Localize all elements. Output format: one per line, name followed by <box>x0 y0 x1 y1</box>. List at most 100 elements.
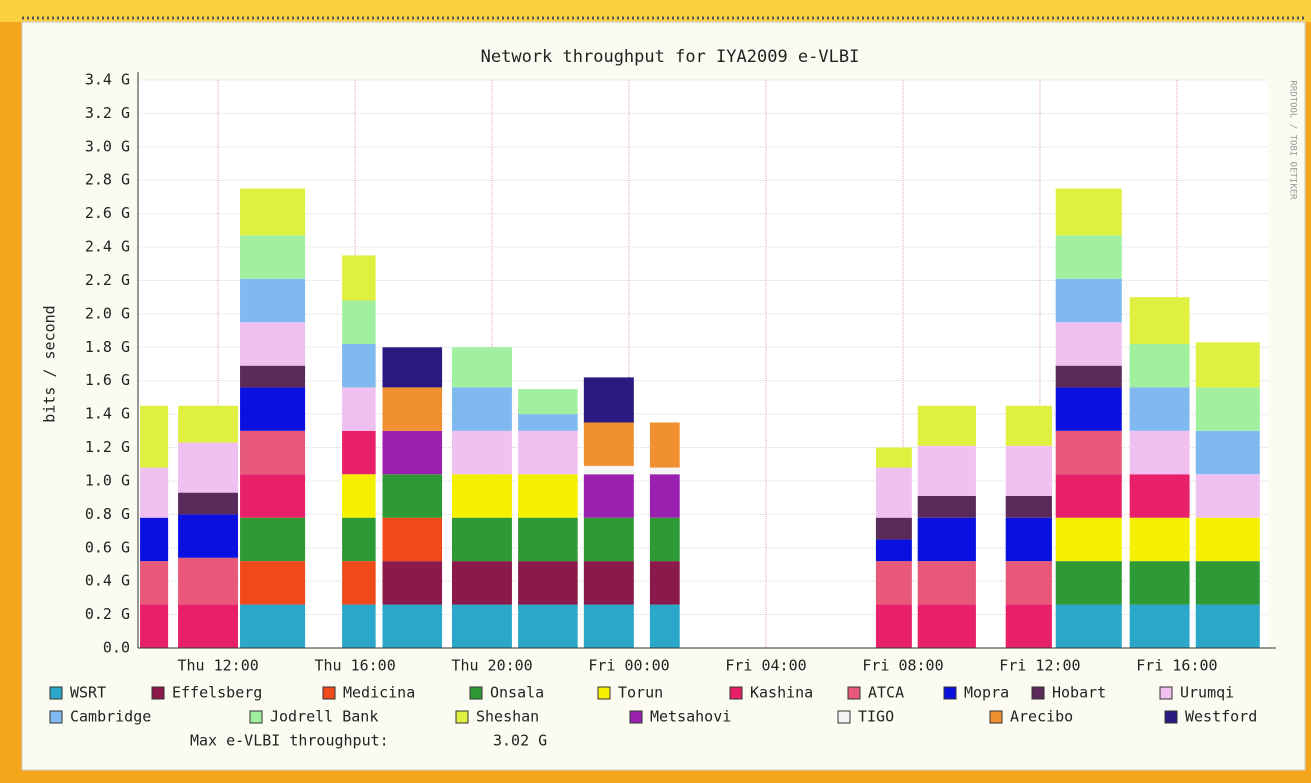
area-segment <box>1055 235 1122 279</box>
y-tick-label: 1.0 G <box>85 471 130 489</box>
area-segment <box>140 604 169 648</box>
area-segment <box>342 300 376 344</box>
area-segment <box>583 517 634 562</box>
area-segment <box>649 517 680 562</box>
area-segment <box>452 474 512 518</box>
legend-label: Cambridge <box>70 708 151 726</box>
area-segment <box>875 467 912 518</box>
area-segment <box>240 604 306 648</box>
area-segment <box>178 405 238 443</box>
area-segment <box>140 561 169 605</box>
area-segment <box>1055 365 1122 388</box>
area-segment <box>342 430 376 475</box>
y-tick-label: 0.6 G <box>85 538 130 556</box>
legend-label: TIGO <box>858 708 894 726</box>
area-segment <box>140 517 169 562</box>
area-segment <box>518 414 578 431</box>
legend-swatch <box>1159 686 1173 700</box>
area-segment <box>240 322 306 366</box>
legend-label: Torun <box>618 684 663 702</box>
legend-label: Medicina <box>343 684 415 702</box>
legend-swatch <box>469 686 483 700</box>
area-segment <box>875 517 912 540</box>
area-segment <box>518 430 578 475</box>
area-segment <box>518 474 578 518</box>
area-segment <box>452 517 512 562</box>
area-segment <box>917 445 976 496</box>
area-segment <box>875 561 912 605</box>
legend-label: Mopra <box>964 684 1009 702</box>
area-segment <box>342 561 376 605</box>
area-segment <box>140 405 169 468</box>
area-segment <box>875 539 912 562</box>
area-segment <box>1055 430 1122 475</box>
y-tick-label: 2.2 G <box>85 271 130 289</box>
area-segment <box>178 442 238 493</box>
legend-swatch <box>729 686 743 700</box>
y-tick-label: 1.4 G <box>85 405 130 423</box>
y-tick-label: 2.4 G <box>85 238 130 256</box>
footer-value: 3.02 G <box>493 732 547 750</box>
area-segment <box>240 387 306 431</box>
legend-swatch <box>837 710 851 724</box>
area-segment <box>382 347 443 388</box>
area-segment <box>583 422 634 466</box>
area-segment <box>875 604 912 648</box>
area-segment <box>240 278 306 323</box>
area-segment <box>1195 604 1260 648</box>
legend-swatch <box>49 686 63 700</box>
legend-label: Effelsberg <box>172 684 262 702</box>
area-segment <box>1129 561 1190 605</box>
area-segment <box>649 561 680 605</box>
top-strip <box>0 0 1311 22</box>
area-segment <box>342 343 376 388</box>
area-segment <box>1195 517 1260 562</box>
area-segment <box>1055 561 1122 605</box>
area-segment <box>583 604 634 648</box>
area-segment <box>1055 604 1122 648</box>
y-axis-label: bits / second <box>41 305 59 422</box>
legend-swatch <box>597 686 611 700</box>
x-tick-label: Thu 16:00 <box>314 657 395 675</box>
area-segment <box>342 604 376 648</box>
area-segment <box>178 557 238 605</box>
legend-label: Westford <box>1185 708 1257 726</box>
x-tick-label: Fri 12:00 <box>999 657 1080 675</box>
legend-swatch <box>629 710 643 724</box>
area-segment <box>178 514 238 558</box>
area-segment <box>382 604 443 648</box>
area-segment <box>382 430 443 475</box>
area-segment <box>452 347 512 388</box>
area-segment <box>518 604 578 648</box>
legend-swatch <box>249 710 263 724</box>
area-segment <box>583 465 634 475</box>
area-segment <box>240 561 306 605</box>
area-segment <box>649 604 680 648</box>
legend-label: ATCA <box>868 684 904 702</box>
area-segment <box>1195 387 1260 431</box>
legend-label: Arecibo <box>1010 708 1073 726</box>
legend-label: Metsahovi <box>650 708 731 726</box>
area-segment <box>342 474 376 518</box>
area-segment <box>1005 405 1052 446</box>
y-tick-label: 2.6 G <box>85 204 130 222</box>
area-segment <box>1055 387 1122 431</box>
x-tick-label: Fri 00:00 <box>588 657 669 675</box>
area-segment <box>583 474 634 518</box>
area-segment <box>1055 188 1122 236</box>
legend-swatch <box>455 710 469 724</box>
legend-swatch <box>1164 710 1178 724</box>
legend-swatch <box>49 710 63 724</box>
area-segment <box>240 235 306 279</box>
legend-swatch <box>847 686 861 700</box>
y-tick-label: 0.8 G <box>85 505 130 523</box>
area-segment <box>1005 561 1052 605</box>
legend-label: Sheshan <box>476 708 539 726</box>
area-segment <box>1195 474 1260 518</box>
area-segment <box>875 447 912 468</box>
legend-swatch <box>989 710 1003 724</box>
area-segment <box>452 561 512 605</box>
area-segment <box>1195 430 1260 475</box>
legend-label: WSRT <box>70 684 106 702</box>
